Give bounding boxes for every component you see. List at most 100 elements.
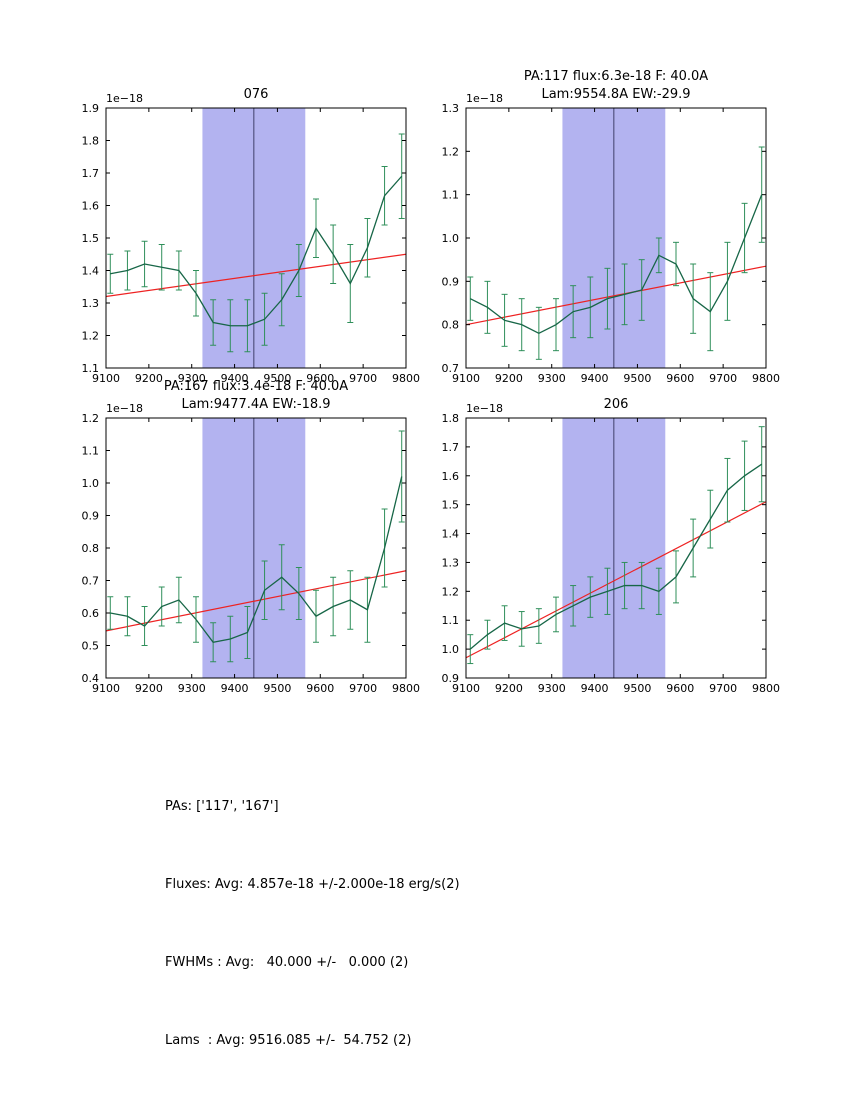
subplot-title: 206 — [604, 397, 629, 412]
x-tick-label: 9600 — [306, 372, 334, 385]
y-tick-label: 1.0 — [82, 477, 100, 490]
tick-labels: 9100 9200 9300 9400 9500 9600 9700 9800 0.4 0.5 0.… — [82, 412, 421, 695]
stats-line-lams: Lams : Avg: 9516.085 +/- 54.752 (2) — [165, 1033, 412, 1048]
spectra-figure-canvas: 9100 9200 9300 9400 9500 9600 9700 9800 1.1 1.2 1.… — [82, 69, 781, 695]
x-tick-label: 9500 — [623, 372, 651, 385]
y-tick-label: 1.4 — [442, 528, 460, 541]
x-tick-label: 9400 — [581, 372, 609, 385]
x-tick-label: 9300 — [178, 682, 206, 695]
y-tick-label: 1.7 — [442, 441, 460, 454]
y-tick-label: 0.5 — [82, 640, 100, 653]
y-tick-label: 1.6 — [442, 470, 460, 483]
stats-block: PAs: ['117', '167'] Fluxes: Avg: 4.857e-… — [165, 742, 460, 1100]
x-tick-label: 9800 — [392, 682, 420, 695]
y-tick-label: 1.1 — [82, 362, 100, 375]
y-tick-label: 1.1 — [82, 445, 100, 458]
y-tick-label: 1.3 — [82, 297, 100, 310]
y-tick-label: 1.0 — [442, 232, 460, 245]
subplot-167: 9100 9200 9300 9400 9500 9600 9700 9800 0.4 0.5 0.… — [82, 379, 421, 695]
spectrum-line — [469, 194, 763, 335]
tick-marks — [105, 417, 407, 679]
y-tick-label: 1.5 — [82, 232, 100, 245]
continuum-fit-line — [465, 265, 767, 326]
y-tick-label: 1.4 — [82, 265, 100, 278]
y-tick-label: 0.9 — [442, 672, 460, 685]
x-tick-label: 9400 — [581, 682, 609, 695]
x-tick-label: 9500 — [263, 372, 291, 385]
y-tick-label: 1.5 — [442, 499, 460, 512]
tick-marks — [465, 107, 767, 369]
tick-marks — [465, 417, 767, 679]
subplot-title: Lam:9554.8A EW:-29.9 — [541, 87, 690, 102]
spectrum-line — [110, 476, 403, 643]
y-axis-offset-label: 1e−18 — [106, 92, 143, 105]
y-tick-label: 1.2 — [442, 145, 460, 158]
subplot-076: 9100 9200 9300 9400 9500 9600 9700 9800 1.1 1.2 1.… — [82, 87, 421, 385]
subplot-117: 9100 9200 9300 9400 9500 9600 9700 9800 0.7 0.8 0.… — [442, 69, 781, 385]
y-tick-label: 0.7 — [82, 575, 100, 588]
continuum-fit-line — [105, 570, 407, 632]
subplot-title: PA:167 flux:3.4e-18 F: 40.0A — [164, 379, 348, 394]
x-tick-label: 9100 — [92, 372, 120, 385]
x-tick-label: 9400 — [221, 372, 249, 385]
x-tick-label: 9200 — [135, 372, 163, 385]
x-tick-label: 9500 — [263, 682, 291, 695]
y-tick-label: 1.0 — [442, 643, 460, 656]
tick-labels: 9100 9200 9300 9400 9500 9600 9700 9800 0.9 1.0 1.… — [442, 412, 781, 695]
y-tick-label: 1.3 — [442, 102, 460, 115]
y-tick-label: 1.2 — [82, 412, 100, 425]
y-tick-label: 0.7 — [442, 362, 460, 375]
continuum-fit-line — [465, 501, 767, 659]
y-tick-label: 0.8 — [442, 319, 460, 332]
x-tick-label: 9700 — [709, 682, 737, 695]
y-tick-label: 1.6 — [82, 200, 100, 213]
x-tick-label: 9500 — [623, 682, 651, 695]
y-tick-label: 0.4 — [82, 672, 100, 685]
y-tick-label: 1.8 — [442, 412, 460, 425]
x-tick-label: 9600 — [666, 372, 694, 385]
axes-frame — [465, 417, 767, 679]
tick-labels: 9100 9200 9300 9400 9500 9600 9700 9800 0.7 0.8 0.… — [442, 102, 781, 385]
x-tick-label: 9200 — [495, 682, 523, 695]
x-tick-label: 9800 — [752, 372, 780, 385]
tick-marks — [105, 107, 407, 369]
stats-line-fluxes: Fluxes: Avg: 4.857e-18 +/-2.000e-18 erg/… — [165, 877, 460, 892]
y-tick-label: 1.8 — [82, 135, 100, 148]
y-tick-label: 1.2 — [82, 330, 100, 343]
spectrum-line — [110, 175, 403, 327]
subplot-206: 9100 9200 9300 9400 9500 9600 9700 9800 0.9 1.0 1.… — [442, 397, 781, 695]
x-tick-label: 9100 — [92, 682, 120, 695]
error-bars — [467, 426, 765, 665]
subplot-title: PA:117 flux:6.3e-18 F: 40.0A — [524, 69, 708, 84]
y-tick-label: 1.9 — [82, 102, 100, 115]
y-tick-label: 1.2 — [442, 585, 460, 598]
x-tick-label: 9800 — [752, 682, 780, 695]
x-tick-label: 9700 — [709, 372, 737, 385]
x-tick-label: 9100 — [452, 682, 480, 695]
x-tick-label: 9100 — [452, 372, 480, 385]
continuum-fit-line — [105, 253, 407, 298]
x-tick-label: 9600 — [306, 682, 334, 695]
x-tick-label: 9400 — [221, 682, 249, 695]
y-tick-label: 1.3 — [442, 556, 460, 569]
subplot-title: Lam:9477.4A EW:-18.9 — [181, 397, 330, 412]
x-tick-label: 9200 — [135, 682, 163, 695]
x-tick-label: 9600 — [666, 682, 694, 695]
x-tick-label: 9800 — [392, 372, 420, 385]
y-tick-label: 1.1 — [442, 614, 460, 627]
y-tick-label: 0.9 — [82, 510, 100, 523]
y-tick-label: 1.7 — [82, 167, 100, 180]
x-tick-label: 9700 — [349, 682, 377, 695]
subplot-title: 076 — [244, 87, 269, 102]
y-tick-label: 1.1 — [442, 189, 460, 202]
y-axis-offset-label: 1e−18 — [466, 92, 503, 105]
y-tick-label: 0.8 — [82, 542, 100, 555]
spectrum-line — [469, 463, 763, 650]
x-tick-label: 9200 — [495, 372, 523, 385]
y-axis-offset-label: 1e−18 — [106, 402, 143, 415]
y-axis-offset-label: 1e−18 — [466, 402, 503, 415]
stats-line-pas: PAs: ['117', '167'] — [165, 799, 279, 814]
y-tick-label: 0.9 — [442, 275, 460, 288]
x-tick-label: 9300 — [538, 372, 566, 385]
